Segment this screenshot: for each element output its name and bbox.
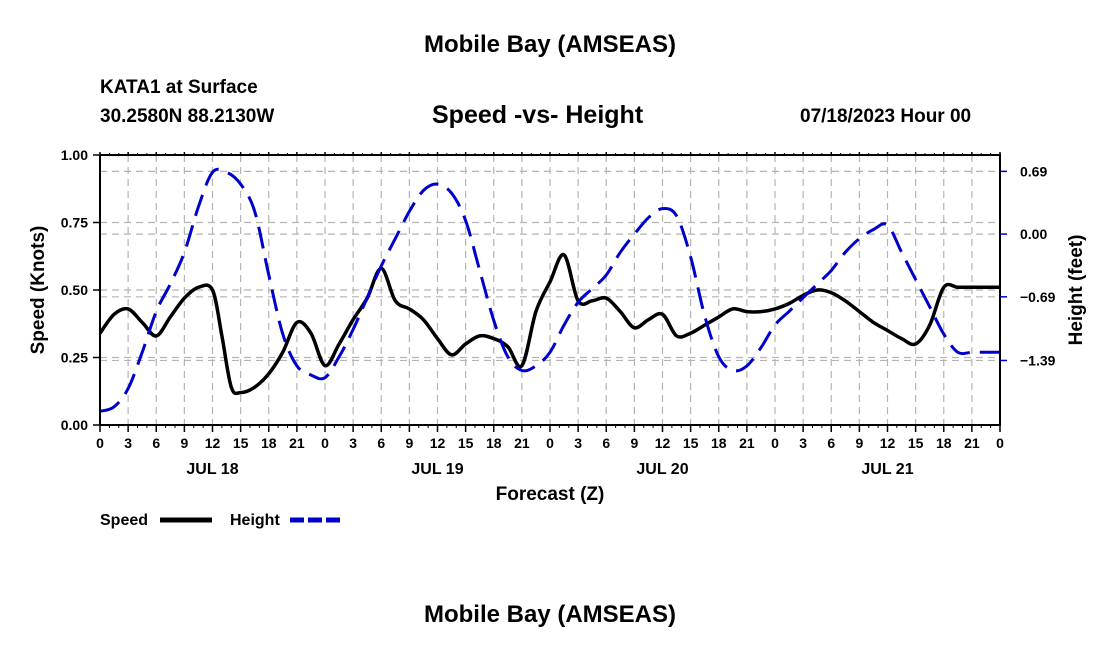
footer-title: Mobile Bay (AMSEAS) [423,601,677,628]
y-right-tick-label: 0.69 [1020,163,1047,179]
x-tick-label: 18 [711,435,727,451]
y-right-tick-label: 0.00 [1020,226,1047,242]
x-tick-label: 6 [152,435,160,451]
date-label: JUL 18 [186,461,238,478]
y-right-tick-label: −0.69 [1020,289,1056,305]
height-series-line [100,167,1000,413]
station-label: KATA1 at Surface [100,77,258,98]
y-left-tick-label: 0.50 [61,282,88,298]
page-title: Mobile Bay (AMSEAS) [423,31,677,58]
x-tick-label: 21 [514,435,530,451]
x-tick-label: 21 [289,435,305,451]
x-tick-label: 15 [683,435,699,451]
date-label: JUL 19 [411,461,463,478]
x-tick-label: 6 [827,435,835,451]
x-tick-label: 9 [855,435,863,451]
x-tick-label: 0 [546,435,554,451]
x-tick-label: 15 [458,435,474,451]
y-left-tick-label: 0.75 [61,215,88,231]
x-tick-label: 18 [261,435,277,451]
x-tick-label: 12 [430,435,446,451]
x-tick-label: 3 [799,435,807,451]
x-tick-label: 12 [205,435,221,451]
x-tick-label: 0 [771,435,779,451]
y-right-tick-label: −1.39 [1020,352,1056,368]
x-tick-label: 21 [964,435,980,451]
x-tick-label: 3 [349,435,357,451]
x-tick-label: 21 [739,435,755,451]
x-tick-label: 18 [936,435,952,451]
x-tick-label: 18 [486,435,502,451]
date-label: JUL 20 [636,461,688,478]
x-tick-label: 12 [880,435,896,451]
legend-label-height: Height [230,512,280,529]
x-tick-label: 15 [233,435,249,451]
x-axis-title: Forecast (Z) [496,484,605,505]
legend-label-speed: Speed [100,512,148,529]
series-group [100,167,1000,413]
date-label: JUL 21 [861,461,913,478]
speed-series-line [100,253,1000,396]
x-tick-label: 9 [180,435,188,451]
axes: 0 3 6 9 12 15 18 21 0 3 6 9 12 15 18 21 0 3 6 9 12 15 18 21 0 3 6 9… [61,147,1056,478]
x-tick-label: 3 [574,435,582,451]
y-axis-left-title: Speed (Knots) [28,226,49,355]
x-tick-label: 0 [321,435,329,451]
x-tick-label: 12 [655,435,671,451]
coordinates-label: 30.2580N 88.2130W [100,106,275,127]
legend: Speed Height [100,512,342,529]
x-tick-label: 0 [996,435,1004,451]
x-tick-label: 9 [405,435,413,451]
x-tick-label: 15 [908,435,924,451]
x-tick-label: 9 [630,435,638,451]
y-axis-right-title: Height (feet) [1066,235,1087,346]
x-tick-label: 6 [602,435,610,451]
y-left-tick-label: 0.00 [61,417,88,433]
y-left-tick-label: 0.25 [61,350,88,366]
y-left-tick-label: 1.00 [61,147,88,163]
forecast-datetime: 07/18/2023 Hour 00 [800,106,972,127]
x-tick-label: 6 [377,435,385,451]
x-tick-label: 3 [124,435,132,451]
grid [100,155,1000,425]
x-tick-label: 0 [96,435,104,451]
chart-subtitle: Speed -vs- Height [432,101,644,129]
